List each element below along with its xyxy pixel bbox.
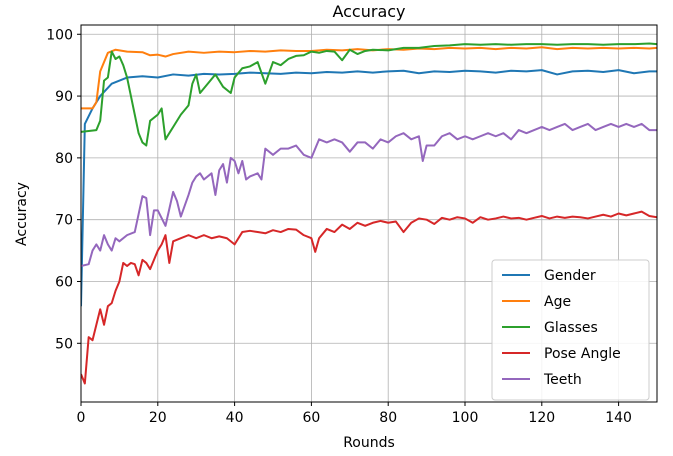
x-axis-label: Rounds	[343, 435, 395, 451]
legend-label: Pose Angle	[544, 346, 621, 362]
legend-label: Gender	[544, 268, 596, 284]
y-tick-label: 60	[55, 274, 73, 290]
x-axis-ticks: 0 20 40 60 80 100 120 140	[77, 402, 632, 426]
y-axis-label: Accuracy	[14, 182, 30, 246]
series-line-glasses	[81, 42, 657, 147]
x-tick-label: 120	[528, 410, 555, 426]
x-tick-label: 100	[452, 410, 479, 426]
x-tick-label: 140	[605, 410, 632, 426]
x-tick-label: 60	[302, 410, 320, 426]
series-line-teeth	[81, 122, 657, 268]
plot-frame	[80, 24, 658, 403]
x-tick-label: 20	[149, 410, 167, 426]
gridlines	[80, 25, 657, 402]
y-tick-label: 50	[55, 336, 73, 352]
legend-label: Glasses	[544, 320, 598, 336]
x-tick-label: 40	[226, 410, 244, 426]
legend: Gender Age Glasses Pose Angle Teeth	[491, 259, 650, 401]
series-line-pose-angle	[81, 210, 657, 385]
plot-area	[81, 42, 657, 385]
legend-label: Teeth	[543, 372, 582, 388]
y-tick-label: 70	[55, 213, 73, 229]
chart-title: Accuracy	[332, 2, 405, 21]
series-line-gender	[81, 69, 657, 307]
x-tick-label: 80	[379, 410, 397, 426]
legend-label: Age	[544, 294, 571, 310]
y-axis-ticks: 50 60 70 80 90 100	[46, 27, 81, 352]
y-tick-label: 90	[55, 89, 73, 105]
legend-box	[491, 259, 650, 401]
y-tick-label: 80	[55, 151, 73, 167]
y-tick-label: 100	[46, 27, 73, 43]
x-tick-label: 0	[77, 410, 86, 426]
series-line-age	[81, 46, 657, 110]
